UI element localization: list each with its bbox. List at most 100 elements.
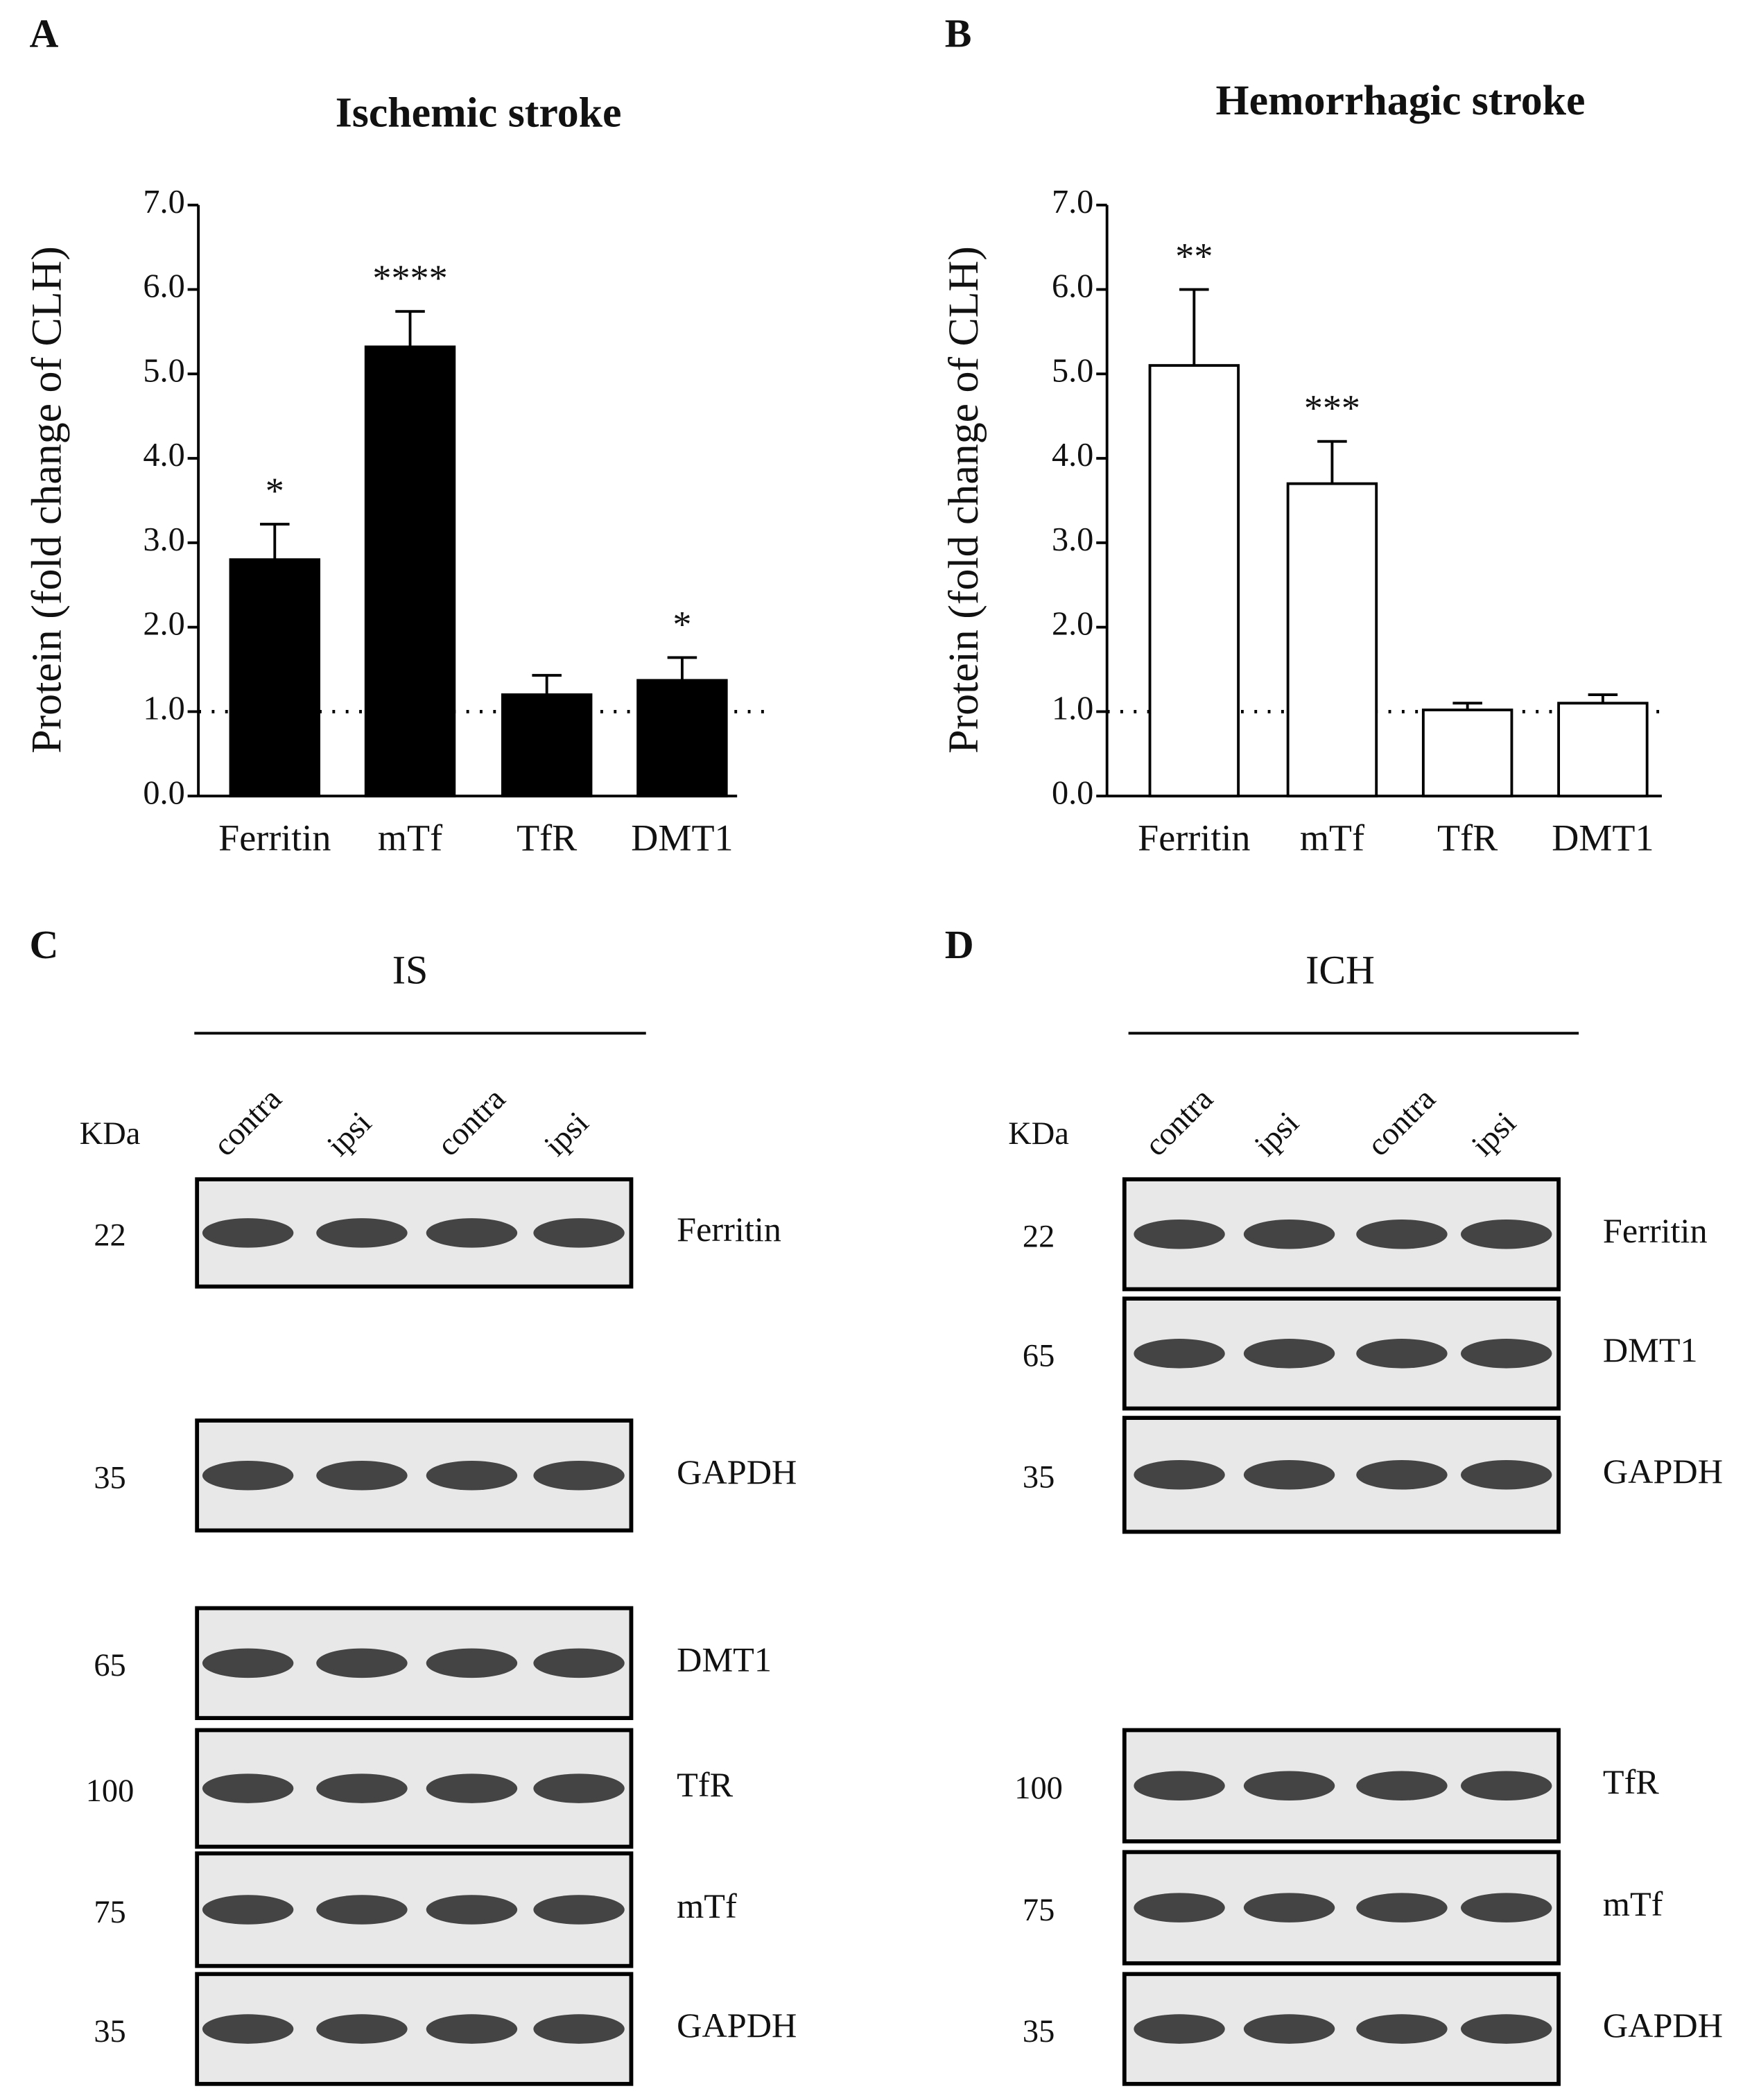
x-tick-label: Ferritin	[1138, 817, 1250, 858]
protein-label: Ferritin	[677, 1210, 781, 1249]
blot-band	[1356, 2014, 1448, 2044]
blot-band	[202, 1460, 294, 1491]
blot-band	[1243, 1339, 1335, 1369]
blot-band	[426, 1460, 518, 1491]
blot-band	[426, 1218, 518, 1248]
x-tick-label: TfR	[1437, 817, 1498, 858]
protein-label: TfR	[1603, 1762, 1659, 1801]
x-tick-label: Ferritin	[218, 817, 331, 858]
chart-title: Ischemic stroke	[336, 89, 622, 136]
group-label: ICH	[1305, 948, 1375, 993]
blot-band	[202, 1773, 294, 1803]
x-tick-label: DMT1	[631, 817, 733, 858]
kda-header: KDa	[1008, 1116, 1069, 1152]
blot-band	[316, 1460, 408, 1491]
y-tick-label: 6.0	[143, 268, 184, 305]
blot-band	[1460, 1220, 1552, 1249]
y-tick-label: 5.0	[1052, 352, 1093, 389]
blot-band	[1460, 2014, 1552, 2044]
blot-band	[533, 1773, 625, 1803]
bar	[1148, 364, 1240, 798]
blot-band	[1460, 1459, 1552, 1490]
kda-value: 35	[94, 1461, 125, 1496]
kda-value: 35	[1023, 2014, 1055, 2049]
chart-title: Hemorrhagic stroke	[1216, 77, 1586, 124]
bar	[229, 558, 321, 798]
blot-band	[533, 1460, 625, 1491]
protein-label: DMT1	[1603, 1330, 1698, 1369]
blot-band	[1356, 1893, 1448, 1923]
protein-label: TfR	[677, 1765, 733, 1804]
y-tick-label: 6.0	[1052, 268, 1093, 305]
kda-value: 35	[1023, 1460, 1055, 1495]
bar	[501, 693, 593, 798]
blot-band	[1134, 1339, 1225, 1369]
y-tick-label: 2.0	[143, 606, 184, 643]
y-tick-label: 1.0	[1052, 691, 1093, 727]
blot-band	[1243, 2014, 1335, 2044]
kda-value: 75	[94, 1895, 125, 1930]
kda-value: 75	[1023, 1893, 1055, 1928]
significance-marker: *	[673, 603, 691, 645]
x-tick-label: mTf	[378, 817, 443, 858]
blot-band	[202, 2014, 294, 2044]
kda-value: 65	[1023, 1339, 1055, 1374]
bar	[364, 345, 456, 798]
blot-band	[1243, 1220, 1335, 1249]
blot-band	[426, 2014, 518, 2044]
lane-label: ipsi	[321, 1105, 379, 1163]
protein-label: GAPDH	[677, 2006, 797, 2045]
bar	[1557, 702, 1649, 798]
blot-band	[426, 1648, 518, 1678]
lane-label: ipsi	[1465, 1105, 1523, 1163]
blot-band	[1243, 1459, 1335, 1490]
y-tick-label: 4.0	[1052, 437, 1093, 474]
kda-value: 22	[1023, 1220, 1055, 1255]
blot-band	[1134, 1893, 1225, 1923]
protein-label: mTf	[677, 1886, 737, 1925]
group-label: IS	[392, 948, 428, 993]
protein-label: GAPDH	[1603, 2006, 1723, 2045]
x-tick-label: mTf	[1300, 817, 1365, 858]
lane-label: contra	[1361, 1082, 1443, 1163]
lane-label: contra	[1138, 1082, 1220, 1163]
y-tick-label: 2.0	[1052, 606, 1093, 643]
blot-band	[1460, 1893, 1552, 1923]
protein-label: DMT1	[677, 1640, 772, 1678]
lane-label: contra	[431, 1082, 512, 1163]
protein-label: GAPDH	[1603, 1452, 1723, 1491]
y-axis-label: Protein (fold change of CLH)	[24, 246, 71, 754]
significance-marker: *	[266, 470, 284, 512]
lane-label: ipsi	[1248, 1105, 1305, 1163]
y-tick-label: 0.0	[1052, 774, 1093, 811]
panel-letter: A	[30, 10, 59, 55]
blot-band	[316, 2014, 408, 2044]
kda-value: 35	[94, 2014, 125, 2049]
blot-band	[1134, 2014, 1225, 2044]
protein-label: Ferritin	[1603, 1211, 1708, 1250]
lane-label: contra	[207, 1082, 288, 1163]
kda-value: 100	[86, 1773, 135, 1809]
blot-band	[533, 1648, 625, 1678]
kda-header: KDa	[80, 1116, 141, 1152]
y-axis-label: Protein (fold change of CLH)	[940, 246, 987, 754]
panel-letter: D	[945, 922, 974, 967]
bar	[1421, 709, 1513, 798]
blot-band	[426, 1895, 518, 1925]
bar	[636, 679, 728, 798]
blot-band	[316, 1218, 408, 1248]
blot-band	[1356, 1459, 1448, 1490]
blot-band	[316, 1895, 408, 1925]
blot-band	[426, 1773, 518, 1803]
blot-band	[202, 1895, 294, 1925]
blot-band	[533, 2014, 625, 2044]
blot-band	[1460, 1339, 1552, 1369]
y-tick-label: 1.0	[143, 691, 184, 727]
y-tick-label: 5.0	[143, 352, 184, 389]
y-tick-label: 3.0	[1052, 521, 1093, 558]
blot-band	[1356, 1220, 1448, 1249]
blot-band	[1460, 1771, 1552, 1800]
protein-label: mTf	[1603, 1884, 1663, 1923]
